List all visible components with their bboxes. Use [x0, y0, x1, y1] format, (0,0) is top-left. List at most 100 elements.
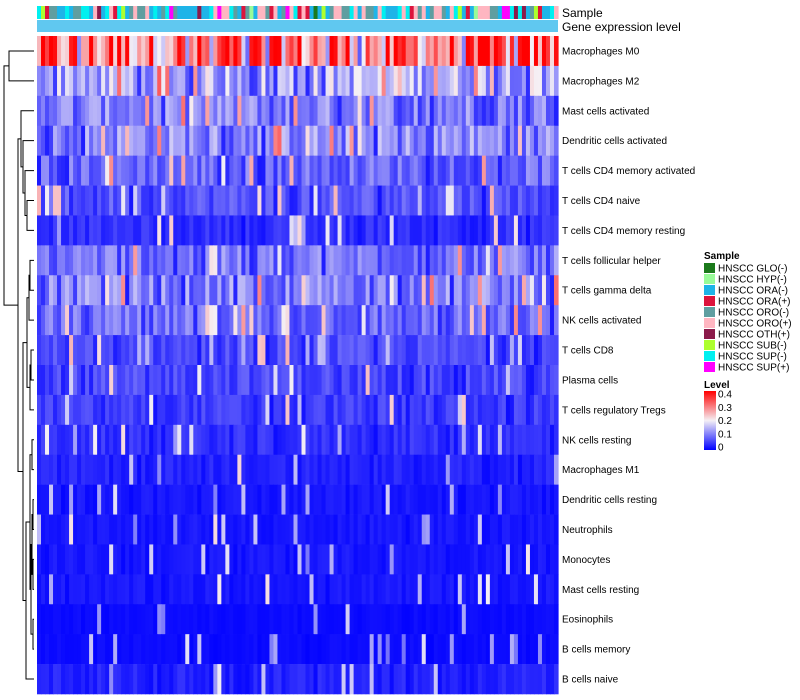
heatmap-cell — [341, 664, 347, 695]
heatmap-cell — [313, 185, 319, 216]
heatmap-cell — [297, 394, 303, 426]
heatmap-cell — [213, 604, 218, 635]
heatmap-cell — [309, 454, 315, 485]
heatmap-cell — [93, 185, 98, 216]
heatmap-cell — [197, 365, 202, 396]
heatmap-cell — [385, 335, 391, 366]
heatmap-cell — [473, 245, 479, 276]
sample-annotation-cell — [297, 6, 303, 19]
heatmap-cell — [357, 604, 363, 635]
heatmap-cell — [345, 36, 351, 67]
heatmap-cell — [329, 155, 335, 186]
heatmap-cell — [77, 215, 82, 246]
heatmap-cell — [385, 574, 391, 605]
heatmap-cell — [217, 514, 222, 545]
heatmap-cell — [329, 305, 335, 336]
heatmap-cell — [109, 544, 114, 575]
heatmap-cell — [245, 394, 251, 426]
sample-annotation-cell — [513, 6, 519, 19]
heatmap-cell — [85, 634, 90, 665]
heatmap-cell — [517, 664, 523, 695]
heatmap-cell — [201, 574, 206, 605]
heatmap-cell — [113, 424, 118, 456]
heatmap-cell — [189, 305, 194, 336]
heatmap-cell — [213, 454, 218, 485]
heatmap-cell — [113, 305, 118, 336]
heatmap-cell — [293, 604, 299, 635]
heatmap-cell — [501, 394, 507, 426]
heatmap-cell — [293, 365, 299, 396]
heatmap-cell — [269, 335, 275, 366]
heatmap-cell — [221, 215, 226, 246]
heatmap-cell — [361, 155, 367, 186]
heatmap-cell — [233, 215, 238, 246]
heatmap-cell — [37, 424, 42, 456]
heatmap-cell — [133, 95, 138, 127]
heatmap-cell — [341, 634, 347, 665]
heatmap-cell — [517, 394, 523, 426]
heatmap-cell — [281, 65, 287, 97]
heatmap-cell — [277, 36, 283, 67]
heatmap-cell — [101, 394, 106, 426]
heatmap-cell — [469, 185, 475, 216]
heatmap-cell — [521, 65, 527, 97]
heatmap-cell — [481, 544, 487, 575]
heatmap-cell — [521, 335, 527, 366]
heatmap-cell — [189, 454, 194, 485]
heatmap-cell — [381, 394, 387, 426]
heatmap-cell — [273, 484, 279, 515]
heatmap-cell — [385, 604, 391, 635]
heatmap-cell — [481, 664, 487, 695]
heatmap-cell — [465, 365, 471, 396]
heatmap-cell — [213, 394, 218, 426]
heatmap-cell — [381, 484, 387, 515]
heatmap-cell — [513, 484, 519, 515]
heatmap-cell — [145, 484, 150, 515]
heatmap-cell — [261, 514, 267, 545]
heatmap-cell — [365, 305, 371, 336]
heatmap-cell — [377, 544, 383, 575]
sample-annotation-cell — [281, 6, 287, 19]
heatmap-cell — [237, 394, 242, 426]
heatmap-cell — [365, 664, 371, 695]
heatmap-cell — [169, 424, 174, 456]
heatmap-cell — [161, 305, 166, 336]
heatmap-cell — [277, 95, 283, 127]
heatmap-cell — [385, 634, 391, 665]
heatmap-cell — [533, 305, 539, 336]
heatmap-cell — [337, 634, 343, 665]
heatmap-cell — [273, 335, 279, 366]
heatmap-cell — [409, 424, 415, 456]
heatmap-cell — [397, 544, 403, 575]
heatmap-cell — [289, 36, 295, 67]
heatmap-cell — [513, 544, 519, 575]
heatmap-cell — [285, 95, 291, 127]
heatmap-cell — [381, 305, 387, 336]
heatmap-cell — [465, 424, 471, 456]
heatmap-cell — [397, 454, 403, 485]
heatmap-cell — [441, 36, 447, 67]
heatmap-cell — [509, 215, 515, 246]
heatmap-cell — [429, 634, 435, 665]
heatmap-cell — [269, 604, 275, 635]
heatmap-cell — [229, 514, 234, 545]
heatmap-cell — [265, 125, 271, 156]
heatmap-cell — [181, 365, 186, 396]
heatmap-cell — [365, 514, 371, 545]
heatmap-cell — [497, 245, 503, 276]
heatmap-cell — [197, 604, 202, 635]
heatmap-cell — [413, 275, 419, 306]
heatmap-cell — [461, 245, 467, 276]
heatmap-cell — [133, 36, 138, 67]
heatmap-cell — [233, 155, 238, 186]
sample-annotation-cell — [249, 6, 255, 19]
heatmap-cell — [49, 245, 54, 276]
heatmap-cell — [317, 335, 323, 366]
heatmap-cell — [457, 365, 463, 396]
sample-annotation-label: Sample — [562, 6, 603, 20]
heatmap-cell — [485, 544, 491, 575]
heatmap-cell — [329, 65, 335, 97]
heatmap-cell — [229, 634, 234, 665]
heatmap-cell — [345, 125, 351, 156]
heatmap-cell — [213, 574, 218, 605]
